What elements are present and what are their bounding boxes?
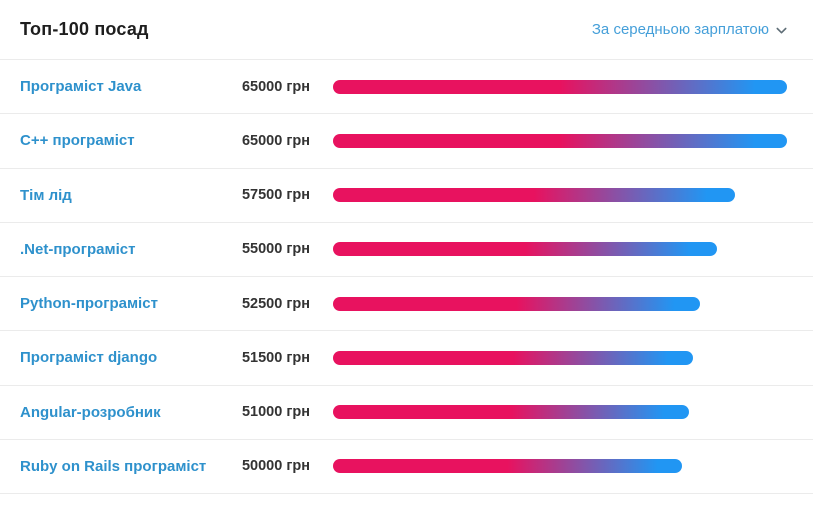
salary-value: 51000 грн [241, 404, 310, 421]
table-row: Тім лід 57500 грн [0, 169, 813, 223]
job-title-link[interactable]: Ruby on Rails програміст [20, 457, 207, 475]
rows: Програміст Java 65000 грн C++ програміст… [0, 60, 813, 494]
salary-bar [333, 133, 787, 148]
job-title-link[interactable]: Програміст Java [20, 78, 142, 96]
table-row: Програміст django 51500 грн [0, 331, 813, 386]
job-title-link[interactable]: Python-програміст [20, 295, 158, 313]
salary-value: 50000 грн [241, 458, 310, 475]
sort-dropdown[interactable]: За середньою зарплатою [592, 21, 787, 38]
salary-value: 52500 грн [241, 295, 310, 312]
panel-header: Топ-100 посад За середньою зарплатою [0, 0, 813, 60]
salary-bar [333, 188, 735, 203]
table-row: C++ програміст 65000 грн [0, 114, 813, 169]
salary-bar [333, 405, 690, 420]
salary-bar-track [333, 188, 787, 203]
salary-bar [333, 296, 700, 311]
salary-bar-track [333, 459, 787, 474]
salary-value: 57500 грн [241, 187, 310, 204]
salary-bar [333, 242, 718, 257]
table-row: Ruby on Rails програміст 50000 грн [0, 440, 813, 494]
salary-value: 51500 грн [241, 349, 310, 366]
salary-value: 65000 грн [241, 132, 310, 149]
salary-value: 65000 грн [241, 78, 310, 95]
salary-bar-track [333, 242, 787, 257]
job-title-link[interactable]: Тім лід [20, 186, 72, 204]
salary-bar-track [333, 350, 787, 365]
salary-bar-track [333, 296, 787, 311]
salary-bar-track [333, 79, 787, 94]
salary-bar [333, 79, 787, 94]
sort-dropdown-label: За середньою зарплатою [591, 21, 769, 38]
salary-bar [333, 459, 683, 474]
job-title-link[interactable]: .Net-програміст [20, 240, 136, 258]
salary-bar-track [333, 133, 787, 148]
table-row: Python-програміст 52500 грн [0, 277, 813, 332]
table-row: .Net-програміст 55000 грн [0, 223, 813, 277]
chevron-down-icon [776, 27, 787, 35]
salary-bar-track [333, 405, 787, 420]
job-title-link[interactable]: Програміст django [20, 349, 158, 367]
table-row: Angular-розробник 51000 грн [0, 386, 813, 440]
salary-value: 55000 грн [241, 241, 310, 258]
job-title-link[interactable]: Angular-розробник [20, 403, 161, 421]
table-row: Програміст Java 65000 грн [0, 60, 813, 115]
page-title: Топ-100 посад [20, 19, 149, 39]
salary-bar [333, 350, 693, 365]
job-title-link[interactable]: C++ програміст [20, 132, 135, 150]
